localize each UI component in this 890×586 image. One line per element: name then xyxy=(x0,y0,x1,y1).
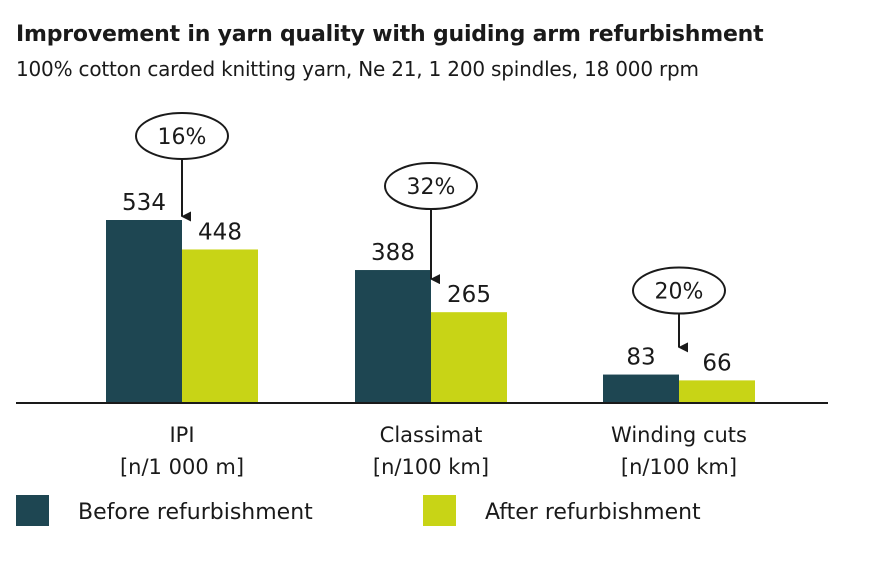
chart-title: Improvement in yarn quality with guiding… xyxy=(16,22,764,47)
bar-before xyxy=(355,270,431,403)
data-label: 388 xyxy=(371,240,415,266)
data-label: 83 xyxy=(626,345,655,371)
category-label: Winding cuts xyxy=(611,423,747,447)
percent-label: 20% xyxy=(655,280,704,305)
data-label: 534 xyxy=(122,190,166,216)
percent-label: 32% xyxy=(407,175,456,200)
bar-after xyxy=(679,380,755,403)
chart-subtitle: 100% cotton carded knitting yarn, Ne 21,… xyxy=(16,57,699,81)
category-label: Classimat xyxy=(380,423,483,447)
percent-label: 16% xyxy=(158,125,207,150)
category-unit-label: [n/100 km] xyxy=(373,455,489,479)
legend-swatch-before xyxy=(16,495,49,526)
data-label: 448 xyxy=(198,219,242,245)
bar-after xyxy=(431,312,507,403)
legend-label: After refurbishment xyxy=(485,500,701,525)
bar-after xyxy=(182,249,258,403)
bar-before xyxy=(603,374,679,403)
legend-swatch-after xyxy=(423,495,456,526)
data-label: 265 xyxy=(447,282,491,308)
bar-before xyxy=(106,220,182,403)
legend-label: Before refurbishment xyxy=(78,500,313,525)
category-unit-label: [n/100 km] xyxy=(621,455,737,479)
category-unit-label: [n/1 000 m] xyxy=(120,455,244,479)
data-label: 66 xyxy=(702,350,731,376)
category-label: IPI xyxy=(169,423,194,447)
